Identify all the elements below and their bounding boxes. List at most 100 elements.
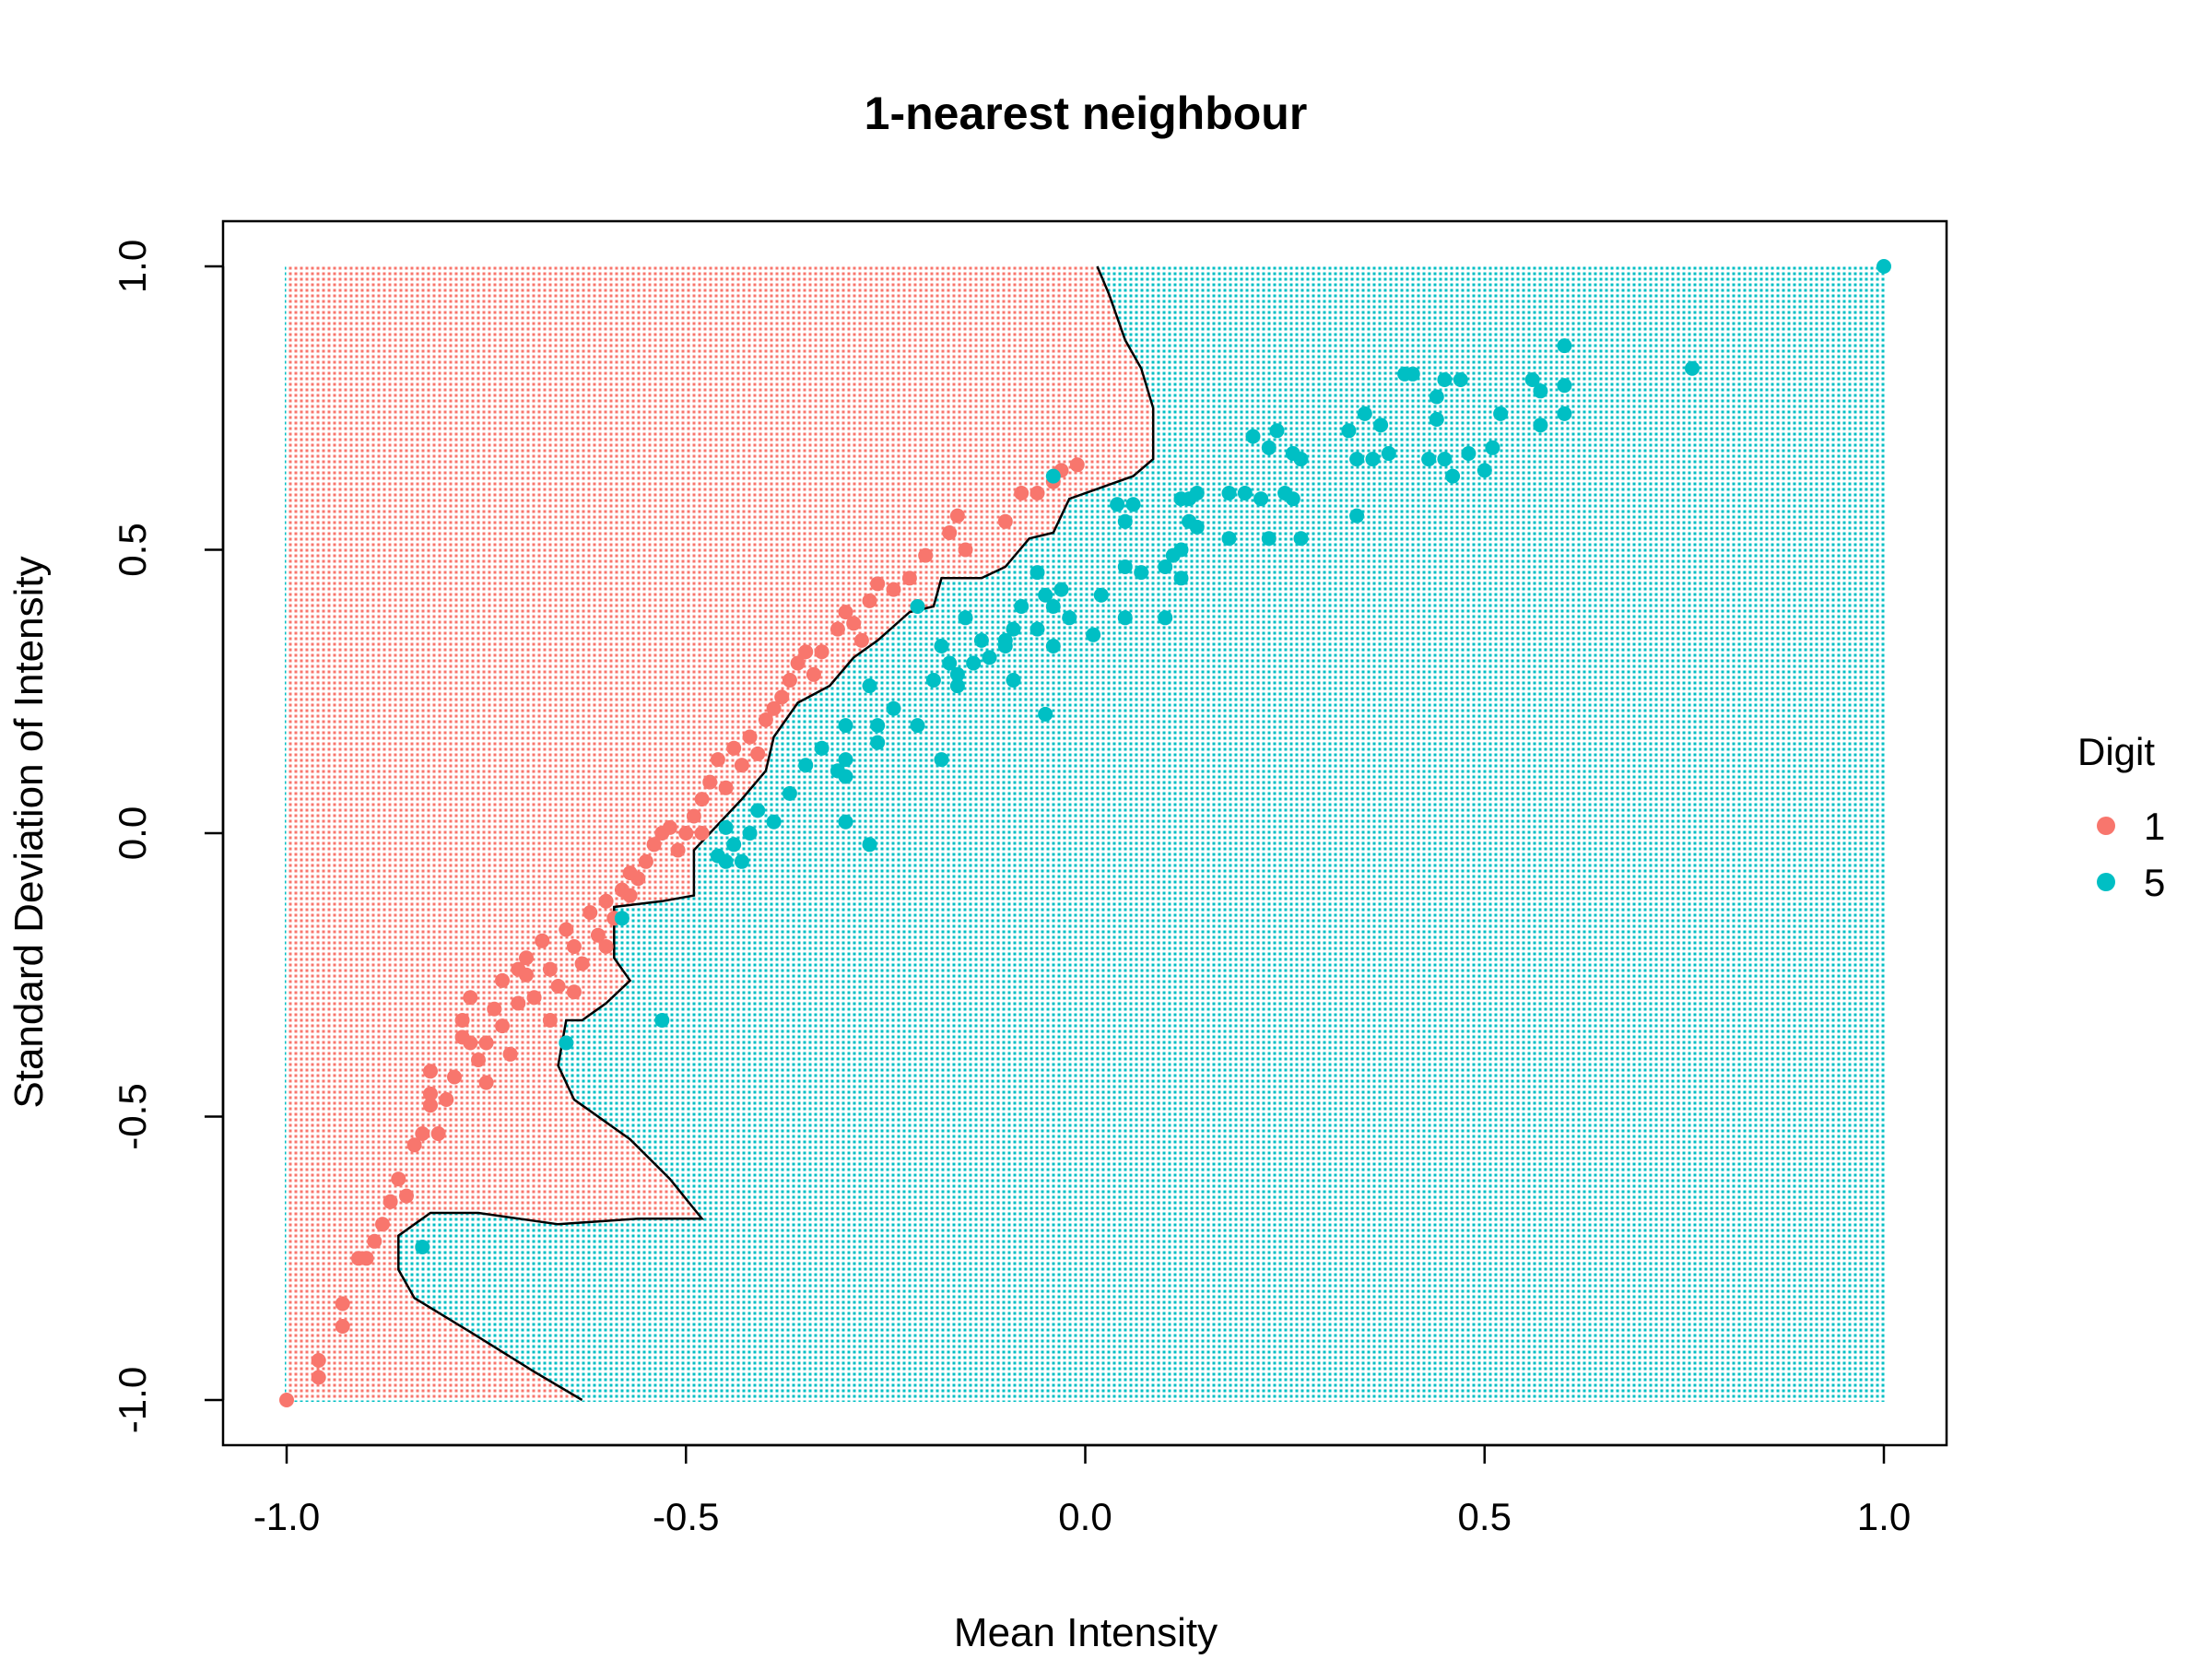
point-class-1 xyxy=(734,758,749,773)
point-class-1 xyxy=(495,1018,510,1034)
point-class-1 xyxy=(559,922,574,937)
point-class-5 xyxy=(1685,360,1700,376)
x-tick-label: 0.0 xyxy=(1058,1495,1112,1538)
point-class-5 xyxy=(1173,491,1189,507)
point-class-1 xyxy=(901,571,917,586)
point-class-1 xyxy=(382,1194,398,1209)
point-class-5 xyxy=(1485,440,1500,455)
point-class-5 xyxy=(1461,446,1477,461)
point-class-5 xyxy=(862,678,877,694)
point-class-5 xyxy=(1533,418,1548,433)
point-class-5 xyxy=(1349,452,1365,467)
point-class-1 xyxy=(502,1046,518,1062)
point-class-5 xyxy=(1173,571,1189,586)
point-class-5 xyxy=(1086,627,1101,642)
point-class-5 xyxy=(958,610,973,626)
point-class-1 xyxy=(590,927,606,943)
legend-marker-1 xyxy=(2097,817,2115,835)
point-class-5 xyxy=(1165,547,1181,563)
x-tick-label: -1.0 xyxy=(253,1495,320,1538)
point-class-1 xyxy=(646,837,662,853)
point-class-5 xyxy=(1557,338,1572,354)
point-class-5 xyxy=(1093,587,1109,603)
point-class-5 xyxy=(1381,446,1396,461)
data-points xyxy=(279,259,1891,1407)
point-class-1 xyxy=(542,961,558,977)
point-class-5 xyxy=(1038,587,1053,603)
point-class-5 xyxy=(1293,531,1309,547)
point-class-5 xyxy=(415,1240,430,1254)
point-class-5 xyxy=(1045,639,1061,653)
point-class-1 xyxy=(367,1233,382,1249)
point-class-5 xyxy=(726,837,742,853)
point-class-1 xyxy=(758,712,773,727)
y-tick-label: -0.5 xyxy=(111,1083,154,1149)
point-class-5 xyxy=(1557,406,1572,421)
point-class-1 xyxy=(279,1393,294,1407)
point-class-5 xyxy=(734,853,749,869)
x-axis-label: Mean Intensity xyxy=(954,1610,1218,1655)
y-tick-label: 0.0 xyxy=(111,806,154,860)
point-class-5 xyxy=(1117,513,1133,529)
point-class-5 xyxy=(1397,366,1413,382)
point-class-5 xyxy=(1477,463,1492,478)
point-class-1 xyxy=(678,826,694,841)
point-class-1 xyxy=(566,984,582,1000)
legend-label-1: 1 xyxy=(2144,805,2165,848)
point-class-5 xyxy=(750,803,766,818)
point-class-1 xyxy=(511,995,526,1011)
point-class-1 xyxy=(478,1035,494,1051)
point-class-5 xyxy=(1285,491,1300,507)
point-class-5 xyxy=(1221,531,1237,547)
point-class-5 xyxy=(1158,559,1173,574)
point-class-1 xyxy=(463,990,478,1006)
decision-regions xyxy=(285,265,1886,1402)
point-class-1 xyxy=(478,1075,494,1090)
point-class-5 xyxy=(1182,513,1197,529)
point-class-5 xyxy=(862,837,877,853)
point-class-5 xyxy=(1341,423,1357,439)
point-class-5 xyxy=(973,632,989,648)
point-class-1 xyxy=(526,990,542,1006)
point-class-5 xyxy=(718,819,734,835)
point-class-5 xyxy=(1006,621,1021,637)
point-class-1 xyxy=(670,842,686,858)
point-class-1 xyxy=(846,616,862,631)
point-class-5 xyxy=(654,1013,670,1028)
decision-region-class-1 xyxy=(287,266,1154,1400)
point-class-5 xyxy=(1533,383,1548,399)
legend-entry-1: 1 xyxy=(2097,805,2165,848)
point-class-5 xyxy=(1030,621,1045,637)
point-class-5 xyxy=(949,666,965,682)
point-class-1 xyxy=(814,644,830,660)
point-class-5 xyxy=(1245,429,1261,444)
point-class-5 xyxy=(742,826,758,841)
point-class-1 xyxy=(750,746,766,761)
point-class-1 xyxy=(806,666,821,682)
point-class-1 xyxy=(423,1086,438,1101)
point-class-1 xyxy=(335,1296,350,1312)
point-class-5 xyxy=(1117,559,1133,574)
point-class-5 xyxy=(1437,372,1453,387)
point-class-1 xyxy=(391,1171,406,1187)
point-class-1 xyxy=(942,525,958,540)
point-class-1 xyxy=(415,1126,430,1141)
point-class-5 xyxy=(838,718,853,734)
point-class-5 xyxy=(1261,440,1277,455)
point-class-5 xyxy=(1045,468,1061,484)
point-class-1 xyxy=(774,689,790,705)
point-class-5 xyxy=(1053,582,1069,597)
point-class-1 xyxy=(430,1126,446,1141)
point-class-5 xyxy=(1357,406,1372,421)
point-class-5 xyxy=(782,785,797,801)
point-class-1 xyxy=(918,547,934,563)
point-class-5 xyxy=(1261,531,1277,547)
point-class-1 xyxy=(766,700,782,716)
point-class-1 xyxy=(423,1098,438,1113)
point-class-1 xyxy=(454,1013,470,1028)
point-class-1 xyxy=(375,1217,390,1232)
point-class-1 xyxy=(838,605,853,620)
point-class-5 xyxy=(1373,418,1389,433)
point-class-5 xyxy=(870,735,886,750)
